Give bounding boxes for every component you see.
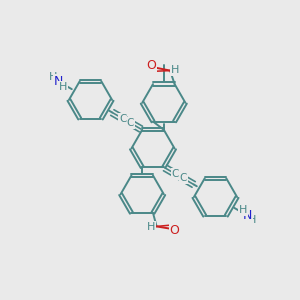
Text: N: N: [54, 75, 63, 88]
Text: H: H: [59, 82, 67, 92]
Text: H: H: [248, 215, 257, 225]
Text: H: H: [49, 72, 58, 82]
Text: H: H: [147, 222, 155, 232]
Text: H: H: [171, 65, 180, 75]
Text: H: H: [239, 206, 247, 215]
Text: C: C: [127, 118, 134, 128]
Text: O: O: [170, 224, 179, 237]
Text: C: C: [119, 114, 126, 124]
Text: C: C: [180, 173, 187, 183]
Text: O: O: [147, 59, 156, 72]
Text: N: N: [243, 209, 252, 222]
Text: C: C: [172, 169, 179, 179]
